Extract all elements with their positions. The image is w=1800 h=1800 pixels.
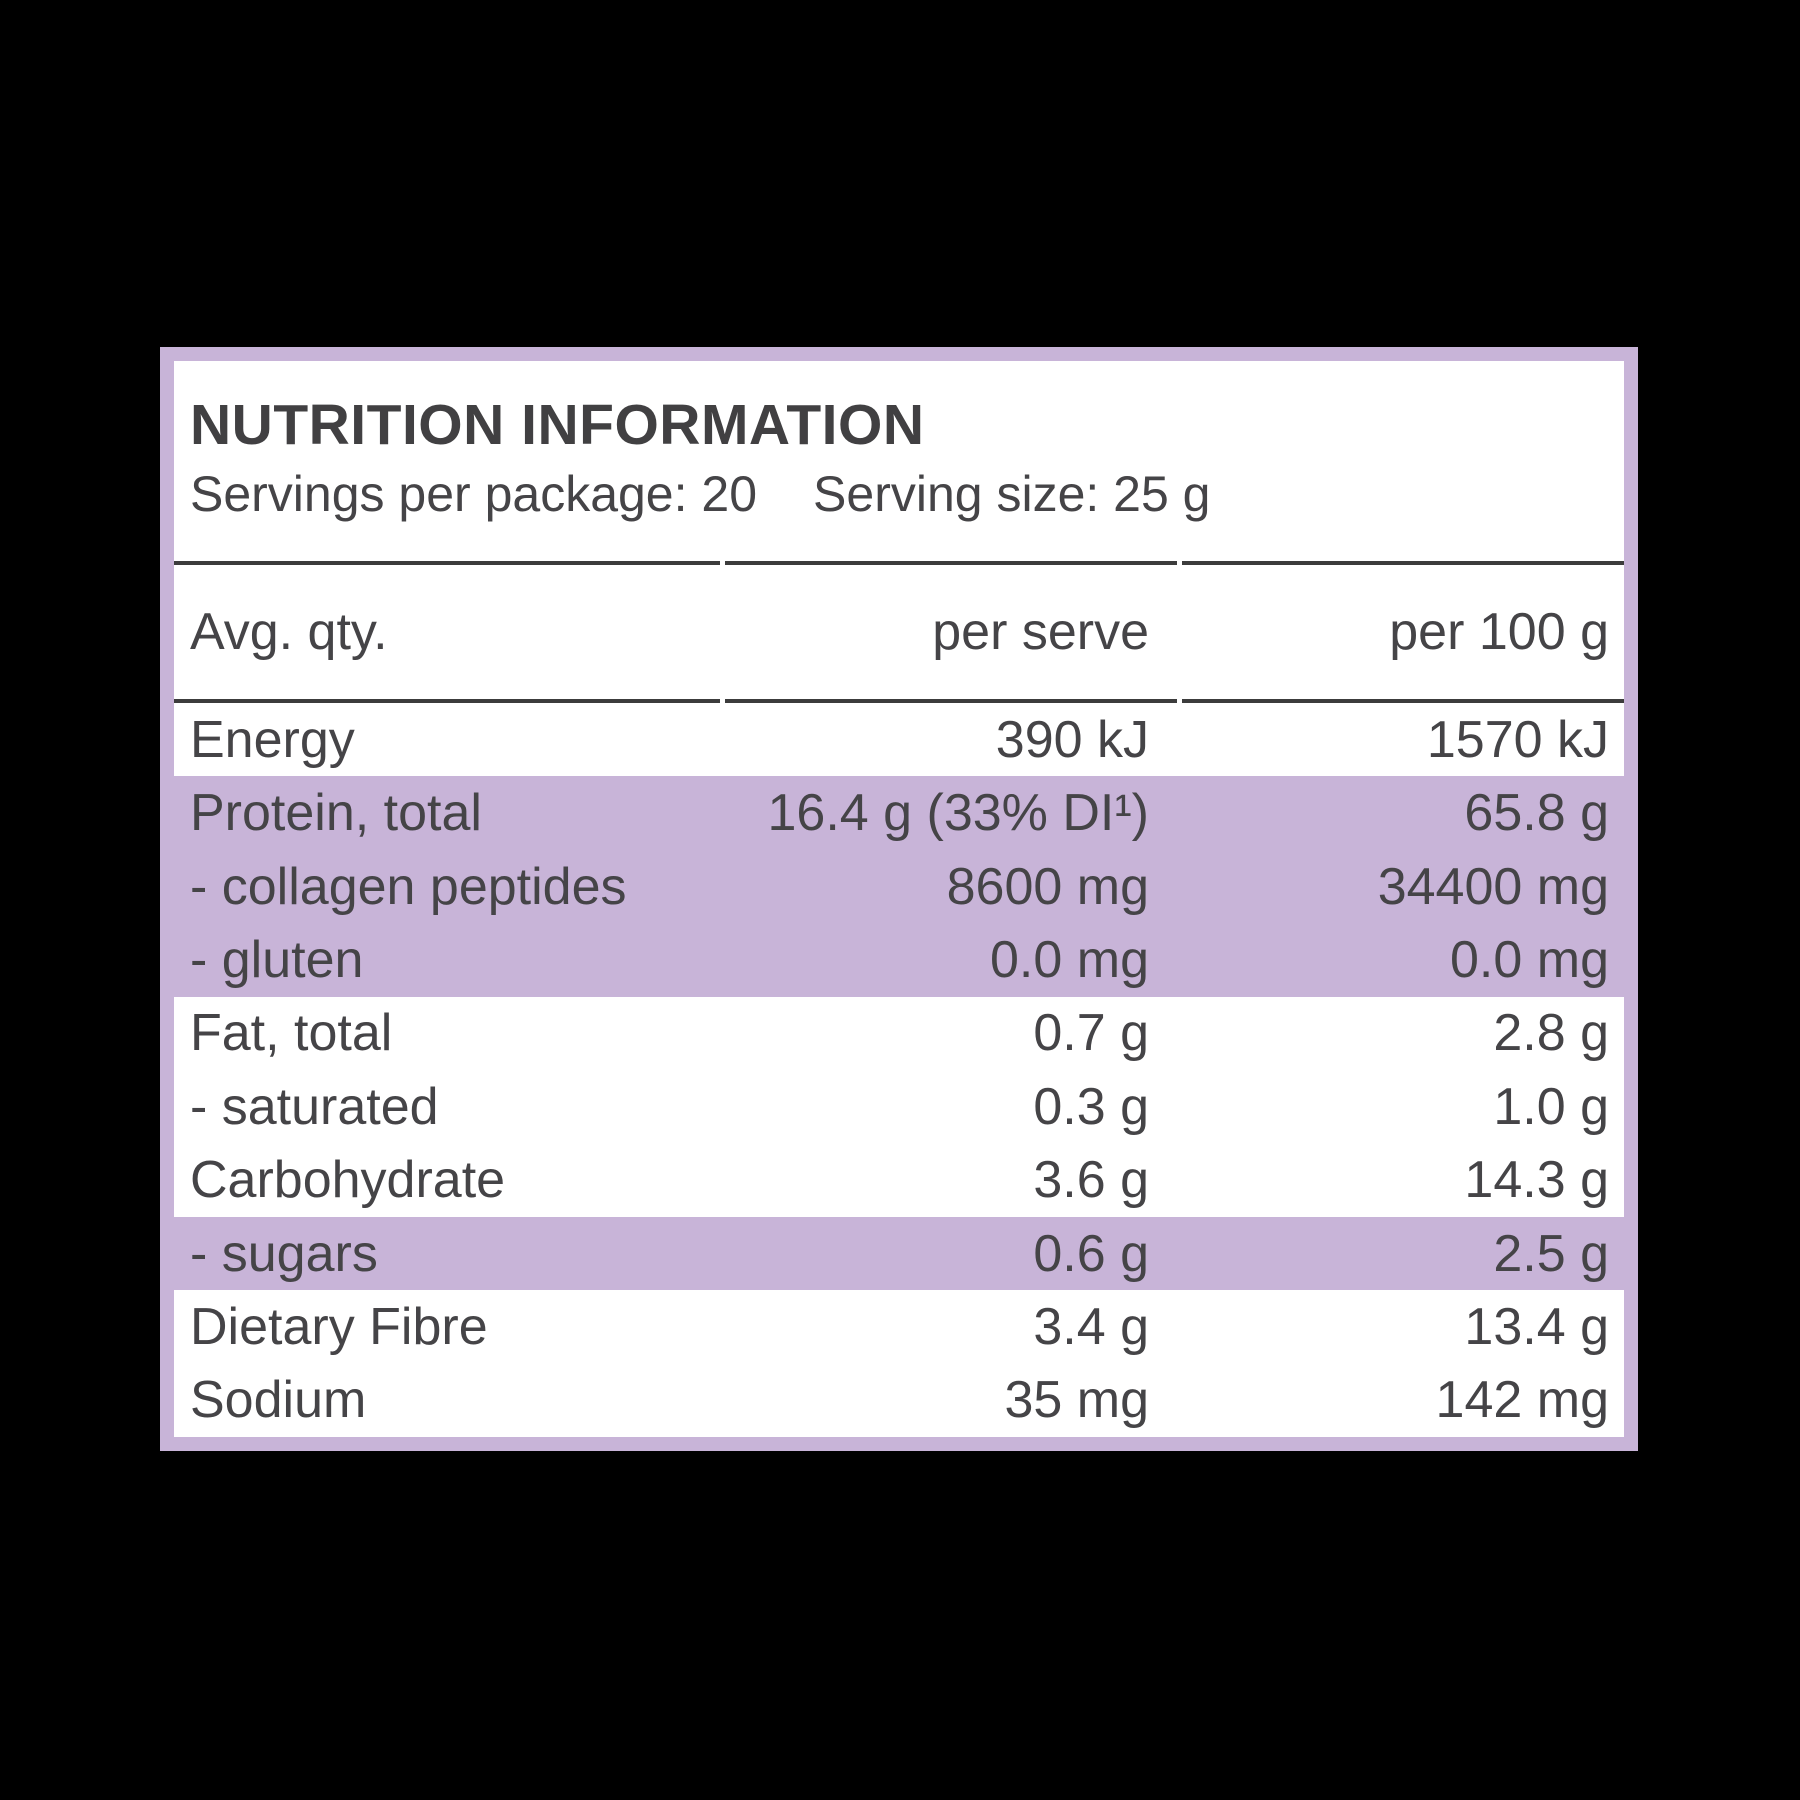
divider-segment xyxy=(725,561,1177,565)
cell-per-100g: 13.4 g xyxy=(1464,1297,1609,1356)
cell-label: Carbohydrate xyxy=(190,1151,506,1210)
divider-segment xyxy=(174,561,720,565)
cell-per-100g: 34400 mg xyxy=(1377,857,1609,916)
cell-label: Protein, total xyxy=(190,784,482,843)
cell-label: - sugars xyxy=(190,1224,378,1283)
divider-header xyxy=(174,699,1624,703)
cell-per-serve: 16.4 g (33% DI¹) xyxy=(767,784,1150,843)
divider-top xyxy=(174,561,1624,565)
column-header-avg-qty: Avg. qty. xyxy=(190,603,388,661)
table-body: Energy 390 kJ 1570 kJ Protein, total 16.… xyxy=(174,703,1624,1437)
cell-per-100g: 1.0 g xyxy=(1493,1077,1609,1136)
cell-per-serve: 0.3 g xyxy=(1033,1077,1149,1136)
divider-segment xyxy=(1182,561,1624,565)
cell-per-serve: 3.6 g xyxy=(1033,1151,1149,1210)
column-header-per-100g: per 100 g xyxy=(1389,603,1609,661)
table-row-fat-total: Fat, total 0.7 g 2.8 g xyxy=(174,997,1624,1070)
cell-per-100g: 142 mg xyxy=(1435,1371,1609,1430)
cell-per-serve: 3.4 g xyxy=(1033,1297,1149,1356)
cell-per-100g: 14.3 g xyxy=(1464,1151,1609,1210)
table-row-collagen-peptides: - collagen peptides 8600 mg 34400 mg xyxy=(174,849,1624,924)
column-header-per-serve: per serve xyxy=(932,603,1149,661)
cell-per-serve: 35 mg xyxy=(1004,1371,1149,1430)
cell-label: Dietary Fibre xyxy=(190,1297,488,1356)
cell-label: - saturated xyxy=(190,1077,439,1136)
divider-segment xyxy=(174,699,720,703)
cell-per-serve: 8600 mg xyxy=(946,857,1149,916)
cell-per-100g: 65.8 g xyxy=(1464,784,1609,843)
cell-per-serve: 390 kJ xyxy=(995,710,1149,769)
table-row-saturated: - saturated 0.3 g 1.0 g xyxy=(174,1070,1624,1143)
panel-title: NUTRITION INFORMATION xyxy=(190,393,925,457)
nutrition-panel-inner: NUTRITION INFORMATION Servings per packa… xyxy=(174,361,1624,1437)
cell-per-serve: 0.0 mg xyxy=(990,930,1149,989)
cell-per-100g: 2.8 g xyxy=(1493,1004,1609,1063)
cell-per-100g: 0.0 mg xyxy=(1450,930,1609,989)
cell-label: Sodium xyxy=(190,1371,367,1430)
cell-per-serve: 0.6 g xyxy=(1033,1224,1149,1283)
divider-segment xyxy=(1182,699,1624,703)
table-row-sodium: Sodium 35 mg 142 mg xyxy=(174,1364,1624,1437)
cell-per-100g: 1570 kJ xyxy=(1426,710,1609,769)
cell-label: - collagen peptides xyxy=(190,857,627,916)
cell-label: - gluten xyxy=(190,930,364,989)
table-row-protein-total: Protein, total 16.4 g (33% DI¹) 65.8 g xyxy=(174,776,1624,850)
table-row-carbohydrate: Carbohydrate 3.6 g 14.3 g xyxy=(174,1143,1624,1216)
divider-segment xyxy=(725,699,1177,703)
servings-per-package-text: Servings per package: 20 xyxy=(190,466,758,522)
serving-size-text: Serving size: 25 g xyxy=(813,466,1211,522)
table-header-row: Avg. qty. per serve per 100 g xyxy=(174,565,1624,699)
cell-per-100g: 2.5 g xyxy=(1493,1224,1609,1283)
table-row-sugars: - sugars 0.6 g 2.5 g xyxy=(174,1216,1624,1291)
serving-info: Servings per package: 20 Serving size: 2… xyxy=(190,469,1210,519)
cell-label: Energy xyxy=(190,710,355,769)
cell-label: Fat, total xyxy=(190,1004,393,1063)
table-row-dietary-fibre: Dietary Fibre 3.4 g 13.4 g xyxy=(174,1290,1624,1363)
table-row-gluten: - gluten 0.0 mg 0.0 mg xyxy=(174,923,1624,997)
nutrition-panel: NUTRITION INFORMATION Servings per packa… xyxy=(160,347,1638,1451)
cell-per-serve: 0.7 g xyxy=(1033,1004,1149,1063)
table-row-energy: Energy 390 kJ 1570 kJ xyxy=(174,703,1624,776)
